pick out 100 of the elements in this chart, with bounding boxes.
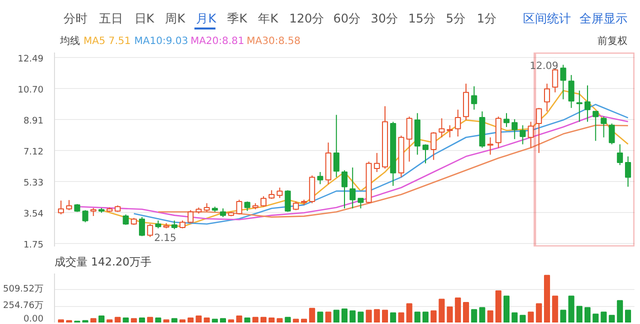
bar [122, 317, 129, 322]
bar [252, 316, 258, 322]
candlestick [122, 214, 129, 226]
text: MA20:8.81 [190, 36, 244, 47]
candlestick [317, 172, 324, 185]
bar [454, 298, 461, 322]
text: 周K [165, 12, 186, 26]
bar [138, 317, 145, 322]
bar [98, 316, 104, 322]
bar [333, 310, 340, 322]
bar [584, 307, 591, 322]
bar [260, 316, 267, 322]
candlestick [446, 124, 453, 138]
bar [188, 317, 194, 322]
bar [106, 319, 113, 322]
text: MA5 7.51 [84, 36, 131, 47]
bar [446, 306, 453, 322]
bar [292, 318, 299, 322]
bar [244, 317, 250, 322]
candlestick [552, 68, 558, 93]
bar [422, 312, 429, 322]
bar [438, 298, 445, 322]
text: 30分 [370, 12, 398, 26]
candlestick [520, 124, 526, 145]
candlestick [358, 198, 364, 209]
bar [528, 312, 534, 322]
candlestick [504, 112, 510, 128]
text: 年K [258, 12, 280, 26]
y-tick-label: 8.91 [23, 116, 44, 126]
candlestick [438, 118, 445, 138]
candlestick [138, 216, 145, 237]
bar [228, 319, 234, 322]
candlestick [350, 167, 356, 209]
y-tick-label: 5.33 [23, 178, 44, 188]
bar [276, 318, 283, 322]
text: 均线 [58, 35, 80, 47]
bar [155, 317, 162, 322]
candlestick [560, 64, 566, 100]
candlestick [600, 116, 607, 138]
bar [568, 296, 574, 322]
bar [471, 309, 478, 322]
bar [398, 312, 404, 322]
candlestick [528, 121, 534, 148]
candlestick [341, 170, 348, 209]
bar [58, 319, 64, 322]
bar [576, 306, 582, 322]
candlestick [188, 210, 194, 224]
bar [479, 307, 486, 322]
bar [462, 302, 470, 322]
y-tick-label: 10.70 [18, 85, 44, 96]
y-tick-label: 509.52万 [3, 284, 44, 295]
bar [163, 319, 170, 322]
candlestick [471, 86, 478, 110]
bar [358, 312, 364, 322]
text: 15分 [408, 12, 436, 26]
candlestick [66, 200, 72, 211]
candlestick [333, 114, 340, 178]
candlestick [236, 199, 242, 215]
candlestick [374, 152, 380, 173]
line-series [158, 124, 629, 218]
bar [325, 312, 332, 322]
bar [504, 296, 510, 322]
candlestick [568, 74, 574, 108]
bar [560, 310, 566, 322]
bar [204, 317, 210, 322]
bar [487, 310, 494, 322]
bar [236, 316, 242, 322]
bar [90, 318, 96, 322]
bar [309, 308, 316, 322]
bar [414, 312, 420, 322]
bar [366, 310, 372, 322]
bar [300, 318, 308, 322]
y-tick-label: 12.49 [18, 54, 44, 64]
text: 季K [227, 12, 248, 26]
text: 1分 [476, 12, 496, 26]
bar [382, 310, 388, 322]
text: 五日 [98, 12, 123, 26]
candlestick [536, 107, 542, 154]
text: 全屏显示 [579, 12, 628, 26]
bar [536, 303, 542, 322]
text: MA30:8.58 [246, 36, 300, 47]
y-tick-label: 3.54 [23, 209, 44, 220]
bar [268, 317, 275, 322]
text: 分时 [64, 12, 88, 26]
bar [374, 309, 380, 322]
text: 5分 [446, 12, 466, 26]
bar [406, 303, 412, 322]
text: 月K [196, 12, 218, 26]
candlestick [512, 118, 518, 140]
y-tick-label: 254.76万 [3, 301, 44, 312]
candlestick [592, 110, 599, 142]
candlestick [422, 144, 429, 164]
candlestick [147, 223, 154, 238]
bar [341, 308, 348, 322]
bar [147, 316, 154, 322]
candlestick [454, 109, 461, 138]
candlestick [276, 187, 283, 198]
bar [114, 316, 121, 322]
text: 区间统计 [523, 12, 572, 26]
bar [600, 312, 607, 322]
